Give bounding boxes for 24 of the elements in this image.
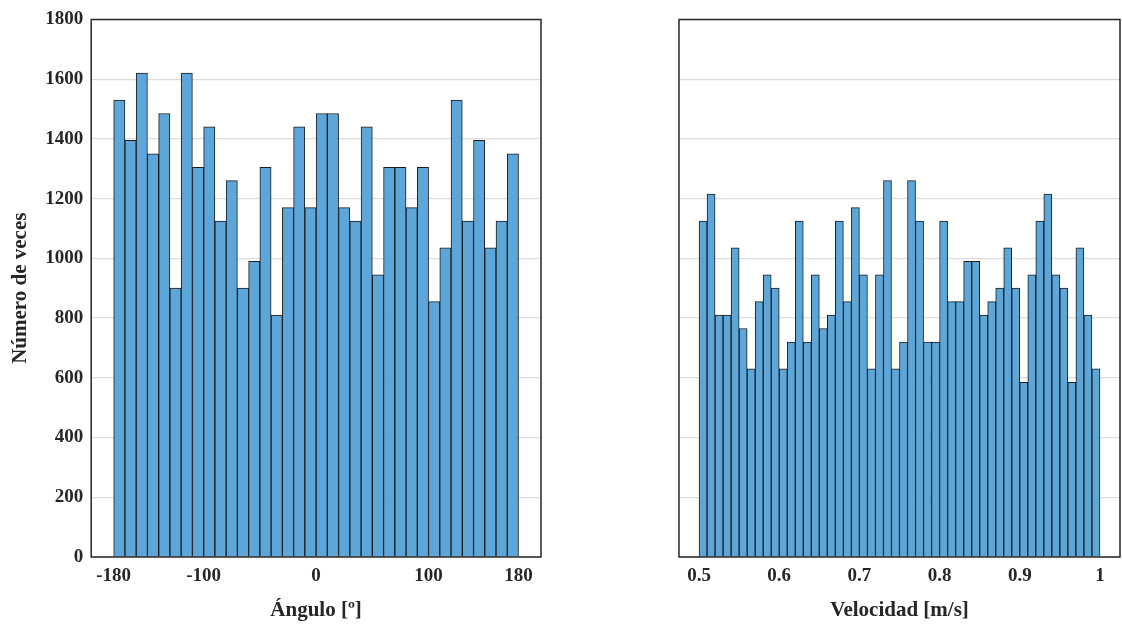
y-tick-label: 1400 — [45, 126, 84, 148]
x-tick-label: 0.9 — [1007, 564, 1032, 586]
y-tick-label: 1600 — [45, 67, 84, 89]
x-tick-label: 1 — [1095, 564, 1105, 586]
y-tick-label: 1800 — [45, 7, 84, 29]
x-tick-label: 100 — [414, 564, 443, 586]
x-tick-label: 0.7 — [847, 564, 872, 586]
x-tick-label: -180 — [96, 564, 132, 586]
x-axis-title: Velocidad [m/s] — [830, 596, 969, 621]
x-tick-label: 0 — [311, 564, 321, 586]
x-tick-label: 0.5 — [687, 564, 711, 586]
x-axis-title: Ángulo [º] — [270, 596, 362, 621]
x-tick-label: 0.8 — [927, 564, 952, 586]
x-tick-label: 0.6 — [767, 564, 792, 586]
x-tick-label: -100 — [186, 564, 222, 586]
y-tick-label: 400 — [54, 425, 84, 447]
y-axis-title: Número de veces — [7, 212, 32, 364]
y-tick-label: 800 — [54, 305, 84, 327]
y-tick-label: 0 — [73, 544, 84, 566]
y-tick-label: 1000 — [45, 246, 84, 268]
y-tick-label: 200 — [54, 485, 84, 507]
y-tick-label: 1200 — [45, 186, 84, 208]
x-tick-label: 180 — [504, 564, 533, 586]
y-tick-label: 600 — [54, 365, 84, 387]
